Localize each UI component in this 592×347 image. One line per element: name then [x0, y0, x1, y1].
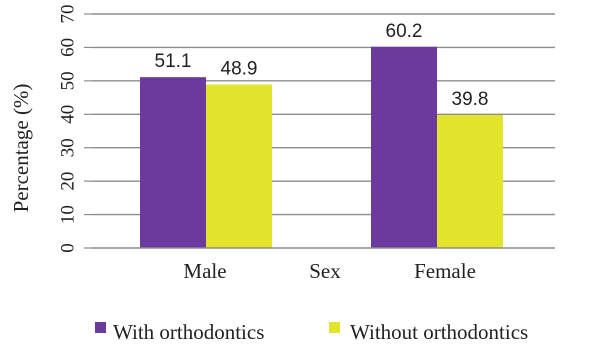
y-tick-label-30: 30: [58, 138, 79, 157]
data-labels: 51.1 48.9 60.2 39.8: [155, 21, 489, 110]
bar-male-with: [140, 77, 206, 249]
y-axis-ticks: 0 10 20 30 40 50 60 70: [58, 5, 92, 253]
y-tick-label-0: 0: [58, 243, 79, 253]
bar-male-without: [206, 84, 272, 248]
bars: [140, 46, 503, 249]
y-tick-label-50: 50: [58, 71, 79, 90]
y-tick-label-60: 60: [58, 38, 79, 57]
legend-swatch-without-orthodontics: [329, 322, 340, 333]
x-axis-labels: Male Sex Female: [183, 259, 475, 283]
x-label-male: Male: [183, 259, 226, 283]
data-label-female-without: 39.8: [452, 89, 489, 110]
data-label-female-with: 60.2: [386, 21, 423, 42]
legend-label-with-orthodontics: With orthodontics: [113, 320, 264, 344]
x-label-female: Female: [414, 259, 476, 283]
y-tick-label-10: 10: [58, 205, 79, 224]
data-label-male-without: 48.9: [221, 59, 258, 80]
y-tick-label-20: 20: [58, 172, 79, 191]
legend: With orthodontics Without orthodontics: [95, 320, 528, 344]
legend-label-without-orthodontics: Without orthodontics: [350, 320, 528, 344]
bar-female-without: [437, 114, 503, 248]
bar-female-with: [371, 46, 437, 249]
y-axis-title: Percentage (%): [9, 84, 33, 213]
y-tick-label-70: 70: [58, 5, 79, 24]
y-tick-label-40: 40: [58, 105, 79, 124]
legend-swatch-with-orthodontics: [95, 322, 106, 333]
data-label-male-with: 51.1: [155, 51, 192, 72]
x-axis-title: Sex: [309, 259, 341, 283]
